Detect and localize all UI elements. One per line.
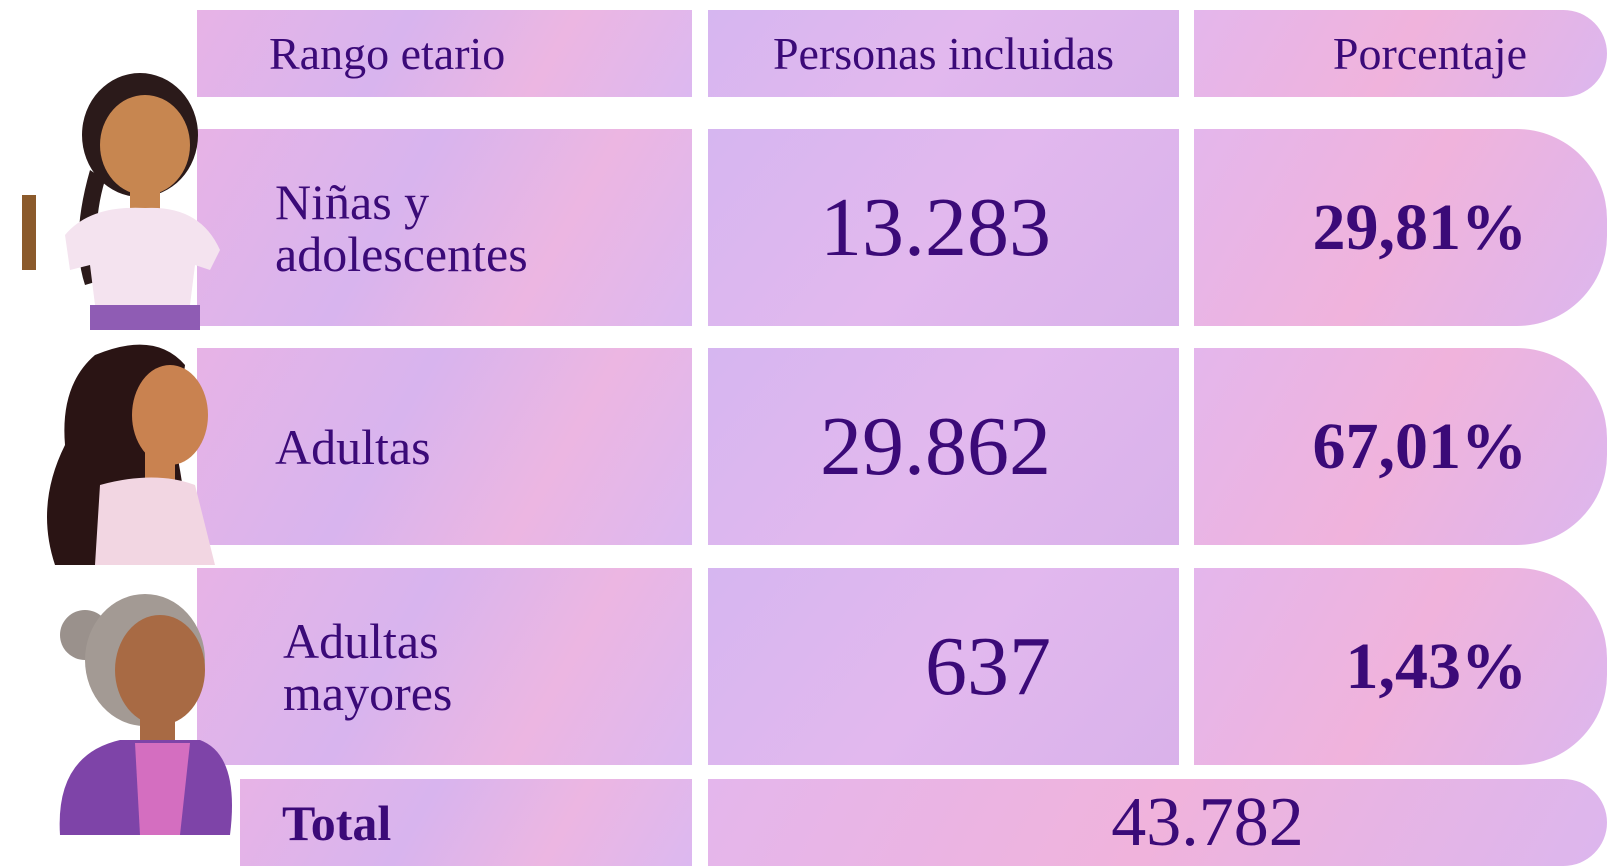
total-label: Total: [282, 794, 391, 852]
percent: 67,01%: [1313, 409, 1528, 485]
percent-cell: 1,43%: [1194, 568, 1607, 765]
count: 29.862: [820, 398, 1051, 495]
header-cell: Personas incluidas: [708, 10, 1179, 97]
count-cell: 637: [708, 568, 1179, 765]
count: 13.283: [820, 179, 1051, 276]
page: {"table":{"header":["Rango etario","Pers…: [0, 0, 1607, 866]
elder-illustration: [40, 575, 240, 845]
count-cell: 29.862: [708, 348, 1179, 545]
total-value-cell: 43.782: [708, 779, 1607, 866]
percent: 1,43%: [1346, 629, 1528, 705]
percent-cell: 67,01%: [1194, 348, 1607, 545]
percent-cell: 29,81%: [1194, 129, 1607, 326]
total-value: 43.782: [1111, 783, 1304, 863]
header-cell: Porcentaje: [1194, 10, 1607, 97]
row-label: Adultas mayores: [283, 615, 503, 719]
girl-illustration: [10, 60, 240, 330]
row-label-cell: Niñas y adolescentes: [197, 129, 692, 326]
header-text: Personas incluidas: [773, 27, 1114, 80]
percent: 29,81%: [1313, 190, 1528, 266]
row-label: Niñas y adolescentes: [275, 176, 595, 280]
header-text: Porcentaje: [1333, 27, 1527, 80]
total-label-cell: Total: [240, 779, 692, 866]
count: 637: [925, 618, 1051, 715]
count-cell: 13.283: [708, 129, 1179, 326]
woman-illustration: [25, 335, 240, 575]
header-text: Rango etario: [269, 27, 505, 80]
row-label: Adultas: [275, 421, 431, 473]
row-label-cell: Adultas mayores: [197, 568, 692, 765]
row-label-cell: Adultas: [197, 348, 692, 545]
header-cell: Rango etario: [197, 10, 692, 97]
